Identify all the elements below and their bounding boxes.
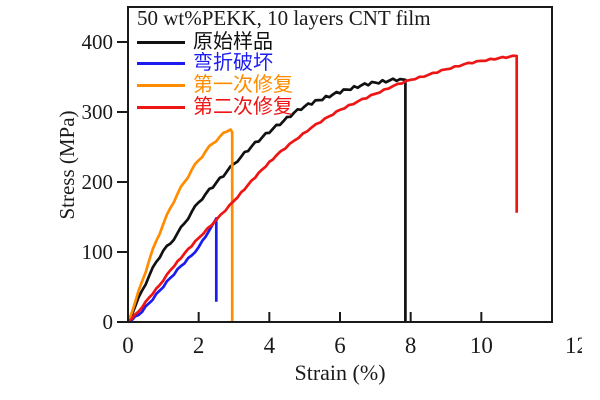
legend-item-second-repair: 第二次修复 <box>137 95 293 119</box>
y-tick-label: 200 <box>81 170 114 194</box>
x-tick-label: 10 <box>469 333 493 358</box>
legend-line-sample <box>137 83 185 87</box>
x-tick-label: 0 <box>122 333 134 358</box>
legend-item-first-repair: 第一次修复 <box>137 73 293 97</box>
series-original-sample <box>126 77 407 323</box>
y-tick-label: 0 <box>102 310 114 334</box>
legend-label: 第二次修复 <box>193 96 293 118</box>
legend-item-bend-damaged: 弯折破坏 <box>137 51 273 75</box>
legend-line-sample <box>137 40 185 44</box>
x-tick-label: 6 <box>334 333 346 358</box>
x-tick-label: 2 <box>192 333 205 358</box>
x-tick-label: 8 <box>404 333 417 358</box>
series-second-repair <box>127 54 519 324</box>
legend-label: 原始样品 <box>193 31 273 53</box>
y-tick-label: 100 <box>81 240 114 264</box>
y-tick-label: 400 <box>81 30 114 54</box>
legend-item-original-sample: 原始样品 <box>137 30 273 54</box>
x-tick-label: 4 <box>263 333 276 358</box>
y-tick-label: 300 <box>81 100 114 124</box>
legend-label: 第一次修复 <box>193 74 293 96</box>
plot-border <box>127 6 553 323</box>
x-tick-label: 12 <box>565 333 582 358</box>
x-axis-label: Strain (%) <box>294 360 386 385</box>
legend-line-sample <box>137 61 185 65</box>
legend-label: 弯折破坏 <box>193 52 273 74</box>
series-first-repair <box>126 128 234 323</box>
series-bend-damaged <box>127 217 218 324</box>
chart-title: 50 wt%PEKK, 10 layers CNT film <box>137 6 431 30</box>
legend-line-sample <box>137 105 185 109</box>
